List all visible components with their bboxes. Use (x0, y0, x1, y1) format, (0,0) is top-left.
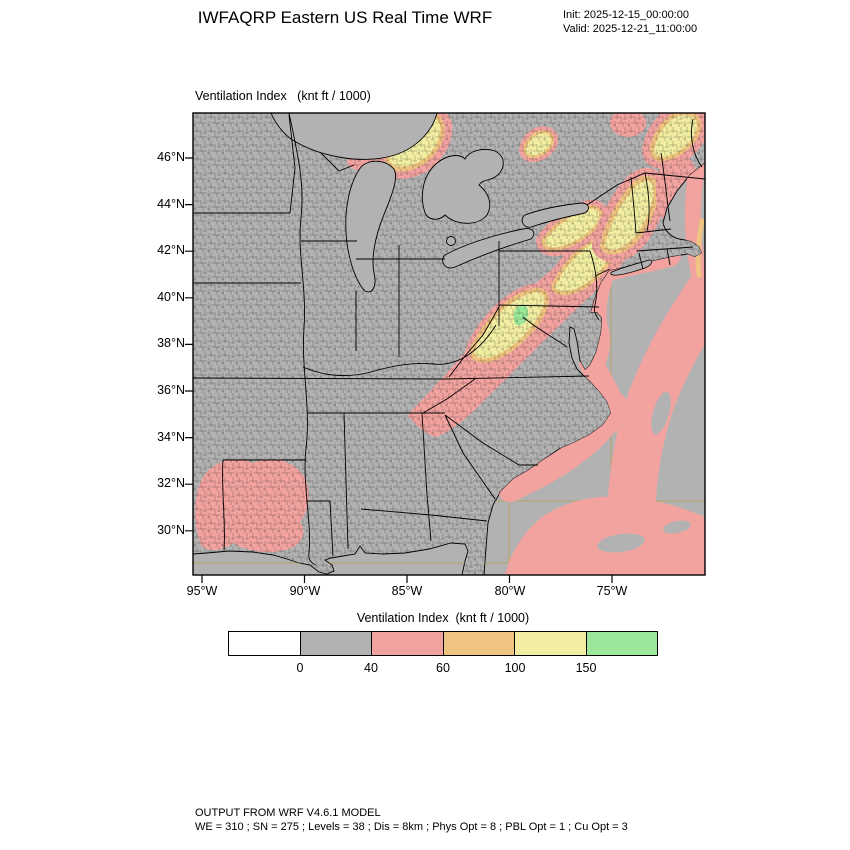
map-frame (185, 112, 706, 583)
lat-label: 42°N (157, 243, 185, 257)
lat-label: 34°N (157, 430, 185, 444)
lon-label: 95°W (186, 584, 218, 598)
lake-st-clair (446, 236, 456, 246)
colorbar-tick: 0 (296, 661, 304, 675)
colorbar-tick: 40 (364, 661, 378, 675)
lake-ontario (521, 202, 589, 228)
run-times: Init: 2025-12-15_00:00:00 Valid: 2025-12… (563, 8, 697, 36)
footer: OUTPUT FROM WRF V4.6.1 MODEL WE = 310 ; … (195, 806, 628, 834)
page-title: IWFAQRP Eastern US Real Time WRF (197, 8, 493, 27)
lat-label: 38°N (157, 336, 185, 350)
lat-label: 46°N (157, 150, 185, 164)
colorbar-cell (586, 632, 657, 655)
lake-superior (270, 113, 438, 160)
map-canvas (185, 112, 706, 583)
colorbar-tick: 60 (436, 661, 450, 675)
colorbar-cell (372, 632, 444, 655)
field-label: Ventilation Index (knt ft / 1000) (195, 89, 371, 103)
valid-time: Valid: 2025-12-21_11:00:00 (563, 23, 698, 35)
colorbar-tick: 150 (575, 661, 597, 675)
colorbar-title: Ventilation Index (knt ft / 1000) (356, 611, 530, 625)
colorbar-cell (300, 632, 372, 655)
footer-model-line: OUTPUT FROM WRF V4.6.1 MODEL (195, 807, 381, 819)
lat-label: 44°N (157, 197, 185, 211)
lake-huron (421, 148, 504, 224)
state-borders (193, 113, 705, 566)
lat-axis-ticks (185, 157, 193, 532)
lat-label: 32°N (157, 476, 185, 490)
colorbar-tick: 100 (504, 661, 526, 675)
init-time: Init: 2025-12-15_00:00:00 (563, 9, 689, 21)
lon-label: 90°W (289, 584, 321, 598)
colorbar (228, 631, 658, 656)
lon-label: 75°W (596, 584, 628, 598)
region-right-edge-pink (684, 163, 705, 305)
colorbar-cell (229, 632, 301, 655)
lon-label: 80°W (494, 584, 526, 598)
colorbar-cell (515, 632, 587, 655)
colorbar-cell (443, 632, 515, 655)
lon-axis-ticks (201, 575, 613, 583)
gulf-of-mexico (193, 542, 469, 575)
lon-label: 85°W (391, 584, 423, 598)
lat-label: 40°N (157, 290, 185, 304)
lat-label: 30°N (157, 523, 185, 537)
region-bottom-right-pink (505, 496, 705, 575)
map: 46°N 44°N 42°N 40°N 38°N 36°N 34°N 32°N … (157, 112, 706, 598)
lat-label: 36°N (157, 383, 185, 397)
footer-config-line: WE = 310 ; SN = 275 ; Levels = 38 ; Dis … (195, 821, 628, 833)
lake-erie (442, 228, 535, 269)
